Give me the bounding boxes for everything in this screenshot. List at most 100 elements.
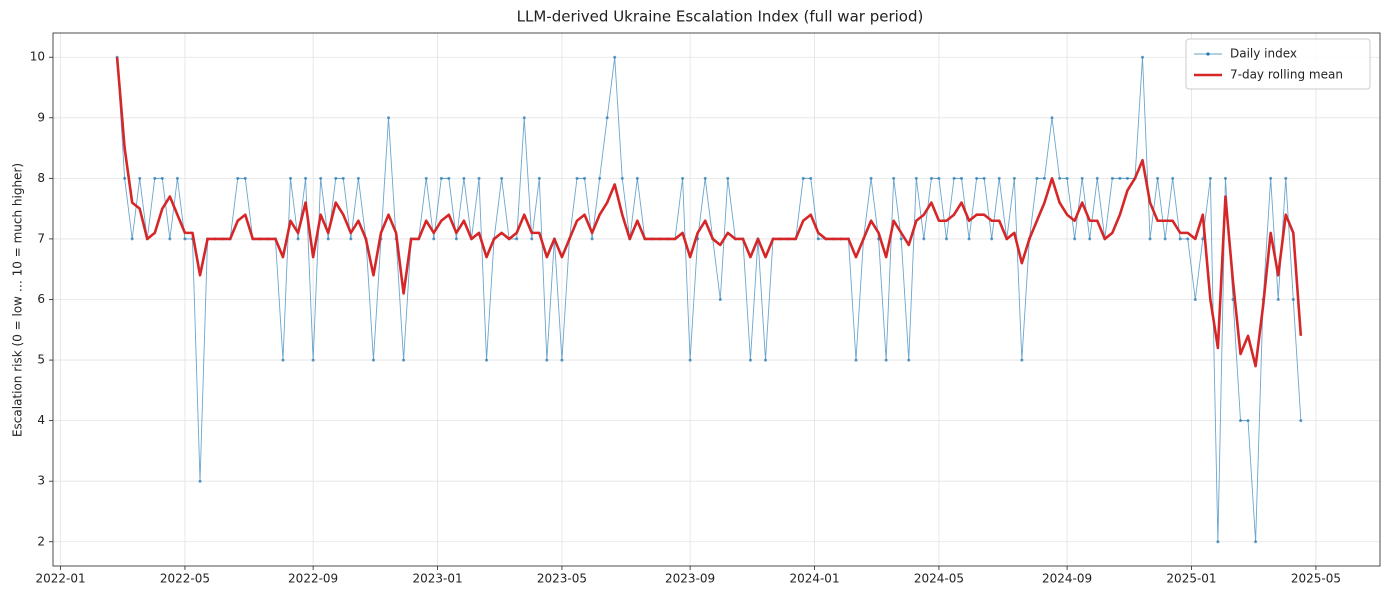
daily-point (130, 237, 134, 241)
daily-point (635, 176, 639, 180)
daily-point (341, 176, 345, 180)
x-tick-label: 2022-01 (35, 572, 85, 586)
daily-point (304, 176, 308, 180)
daily-point (1080, 176, 1084, 180)
legend-box (1185, 38, 1371, 90)
daily-point (1186, 237, 1190, 241)
y-tick-label: 7 (37, 231, 45, 245)
daily-point (1201, 237, 1205, 241)
daily-point (560, 358, 564, 362)
daily-point (439, 176, 443, 180)
daily-point (281, 358, 285, 362)
daily-point (854, 358, 858, 362)
x-tick-label: 2024-09 (1042, 572, 1092, 586)
y-axis-label: Escalation risk (0 = low … 10 = much hig… (11, 163, 25, 437)
daily-point (960, 176, 964, 180)
x-tick-label: 2023-01 (412, 572, 462, 586)
daily-point (1299, 419, 1303, 423)
daily-point (1223, 176, 1227, 180)
daily-point (605, 116, 609, 120)
daily-point (447, 176, 451, 180)
daily-point (1088, 237, 1092, 241)
legend-marker (1206, 52, 1210, 56)
daily-point (296, 237, 300, 241)
daily-point (1269, 176, 1273, 180)
daily-point (1178, 237, 1182, 241)
daily-point (402, 358, 406, 362)
daily-point (1058, 176, 1062, 180)
daily-point (688, 358, 692, 362)
daily-point (432, 237, 436, 241)
daily-point (982, 176, 986, 180)
daily-point (681, 176, 685, 180)
daily-point (349, 237, 353, 241)
daily-point (175, 176, 179, 180)
daily-point (1073, 237, 1077, 241)
daily-point (1254, 540, 1258, 544)
y-tick-label: 3 (37, 474, 45, 488)
daily-point (613, 55, 617, 59)
daily-point (990, 237, 994, 241)
daily-point (1246, 419, 1250, 423)
daily-point (311, 358, 315, 362)
y-tick-label: 2 (37, 534, 45, 548)
daily-point (975, 176, 979, 180)
daily-point (922, 237, 926, 241)
daily-point (997, 176, 1001, 180)
daily-point (522, 116, 526, 120)
daily-point (500, 176, 504, 180)
daily-point (1156, 176, 1160, 180)
daily-point (545, 358, 549, 362)
daily-point (183, 237, 187, 241)
daily-point (937, 176, 941, 180)
daily-point (123, 176, 127, 180)
daily-point (371, 358, 375, 362)
daily-point (1020, 358, 1024, 362)
daily-point (1118, 176, 1122, 180)
daily-point (138, 176, 142, 180)
daily-point (1239, 419, 1243, 423)
daily-point (1208, 176, 1212, 180)
daily-point (764, 358, 768, 362)
plot-frame (52, 32, 1381, 567)
rolling-line (115, 57, 1303, 368)
daily-point (967, 237, 971, 241)
daily-point (590, 237, 594, 241)
daily-point (884, 358, 888, 362)
daily-point (515, 237, 519, 241)
legend-label: Daily index (1230, 47, 1297, 61)
daily-point (243, 176, 247, 180)
daily-point (1193, 298, 1197, 301)
x-tick-label: 2022-09 (288, 572, 338, 586)
daily-point (801, 176, 805, 180)
daily-point (907, 358, 911, 362)
daily-point (703, 176, 707, 180)
daily-point (319, 176, 323, 180)
daily-point (477, 176, 481, 180)
daily-point (1148, 237, 1152, 241)
daily-point (153, 176, 157, 180)
daily-point (726, 176, 730, 180)
daily-point (289, 176, 293, 180)
daily-point (1140, 55, 1144, 59)
daily-point (1012, 176, 1016, 180)
daily-point (914, 176, 918, 180)
x-tick-label: 2025-05 (1291, 572, 1341, 586)
daily-point (1284, 176, 1288, 180)
y-tick-label: 8 (37, 171, 45, 185)
y-tick-label: 6 (37, 292, 45, 306)
daily-point (869, 176, 873, 180)
daily-point (1065, 176, 1069, 180)
daily-point (1042, 176, 1046, 180)
daily-point (583, 176, 587, 180)
y-tick-label: 4 (37, 413, 45, 427)
grid: 2 3 4 5 6 7 8 9 10 2022-01 2022-05 2022-09 2023-01 20… (30, 33, 1380, 586)
daily-point (168, 237, 172, 241)
daily-point (899, 237, 903, 241)
daily-point (1291, 298, 1295, 301)
x-tick-label: 2023-05 (537, 572, 587, 586)
daily-point (575, 176, 579, 180)
daily-point (816, 237, 820, 241)
x-tick-label: 2022-05 (160, 572, 210, 586)
daily-point (944, 237, 948, 241)
